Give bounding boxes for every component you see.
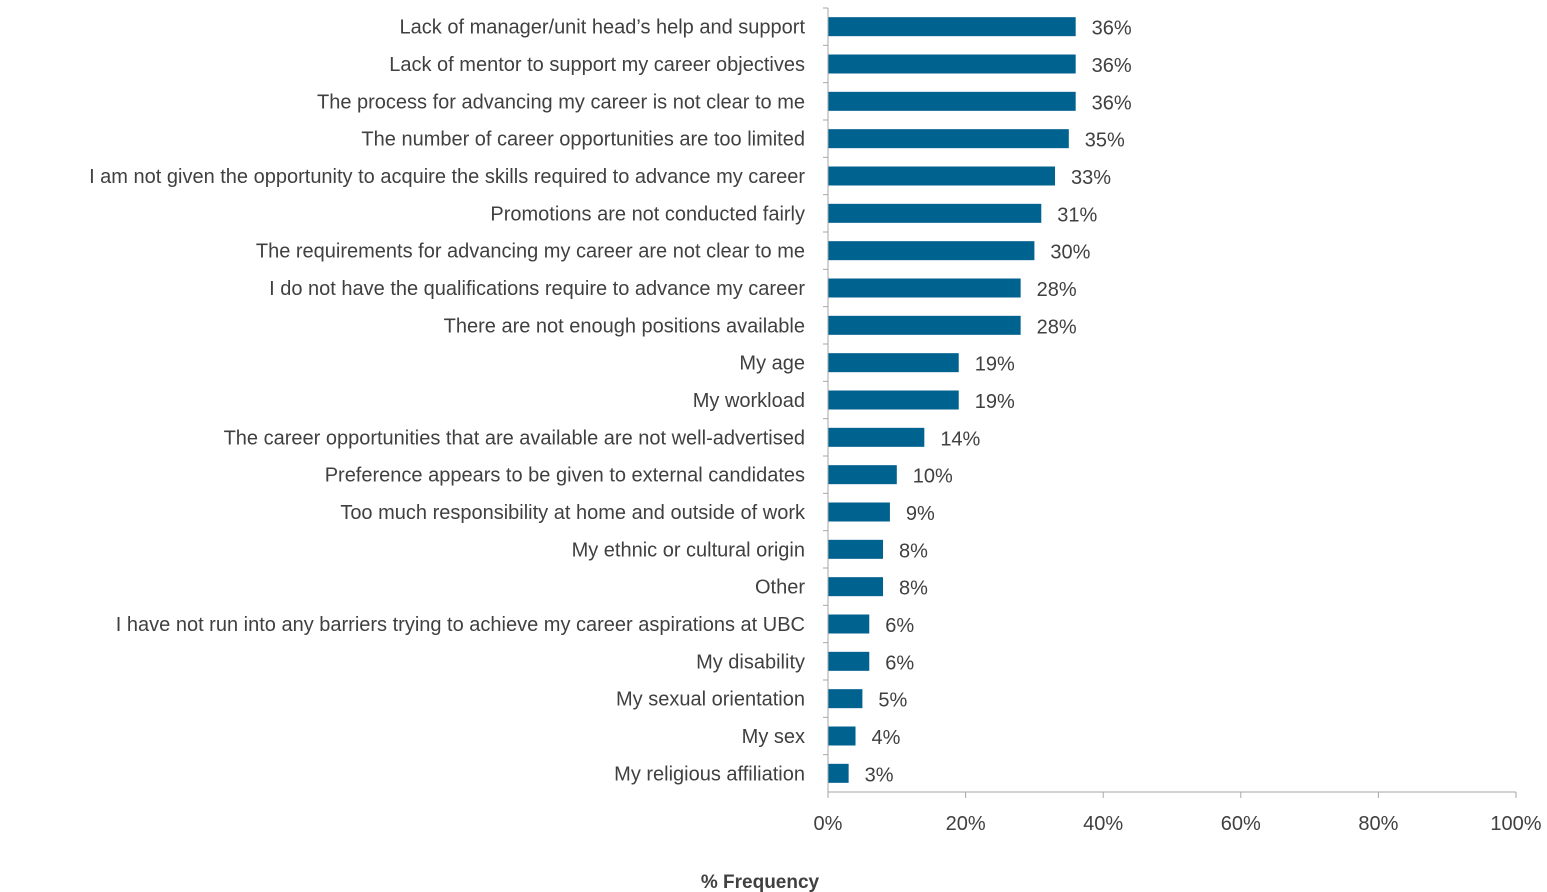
- x-tick-label: 20%: [946, 813, 986, 835]
- category-label: My ethnic or cultural origin: [572, 539, 805, 561]
- bar: [828, 315, 1021, 335]
- value-label: 19%: [975, 391, 1015, 413]
- bar: [828, 54, 1076, 74]
- value-label: 36%: [1092, 92, 1132, 114]
- x-tick-label: 40%: [1083, 813, 1123, 835]
- bar: [828, 91, 1076, 111]
- category-label: My sex: [742, 726, 805, 748]
- value-label: 9%: [906, 503, 935, 525]
- category-label: Too much responsibility at home and outs…: [340, 502, 806, 524]
- x-tick-label: 100%: [1490, 813, 1541, 835]
- bar: [828, 726, 856, 746]
- value-label: 28%: [1037, 279, 1077, 301]
- value-label: 3%: [865, 764, 894, 786]
- value-label: 35%: [1085, 130, 1125, 152]
- value-label: 33%: [1071, 167, 1111, 189]
- bars-layer: [828, 17, 1076, 783]
- value-label: 31%: [1057, 204, 1097, 226]
- category-label: My age: [739, 353, 805, 375]
- bar: [828, 614, 870, 634]
- value-labels: 36% 36% 36% 35% 33% 31% 30% 28% 28% 19% 19% 14% 10% 9…: [865, 18, 1132, 787]
- category-label: My workload: [693, 390, 805, 412]
- bar: [828, 539, 884, 559]
- value-label: 4%: [872, 727, 901, 749]
- value-label: 5%: [878, 690, 907, 712]
- value-label: 8%: [899, 540, 928, 562]
- bar: [828, 502, 890, 522]
- bar: [828, 577, 884, 597]
- value-label: 8%: [899, 578, 928, 600]
- category-label: I am not given the opportunity to acquir…: [89, 166, 805, 188]
- value-label: 6%: [885, 615, 914, 637]
- value-label: 14%: [940, 428, 980, 450]
- category-label: Other: [755, 577, 805, 599]
- bar: [828, 241, 1035, 261]
- category-label: The requirements for advancing my career…: [256, 241, 805, 263]
- x-tick-label: 60%: [1221, 813, 1261, 835]
- value-label: 6%: [885, 652, 914, 674]
- category-label: Lack of manager/unit head’s help and sup…: [400, 17, 806, 39]
- value-label: 28%: [1037, 316, 1077, 338]
- bar: [828, 203, 1042, 223]
- category-label: My religious affiliation: [614, 763, 805, 785]
- bar: [828, 427, 925, 447]
- category-label: I have not run into any barriers trying …: [116, 614, 805, 636]
- bar: [828, 278, 1021, 298]
- bar: [828, 129, 1069, 149]
- category-label: The number of career opportunities are t…: [361, 129, 805, 151]
- x-axis-title: % Frequency: [701, 872, 820, 892]
- x-tick-label: 80%: [1358, 813, 1398, 835]
- category-label: Promotions are not conducted fairly: [490, 203, 805, 225]
- category-label: Lack of mentor to support my career obje…: [389, 54, 805, 76]
- value-label: 19%: [975, 354, 1015, 376]
- category-label: The career opportunities that are availa…: [224, 427, 805, 449]
- value-label: 36%: [1092, 18, 1132, 40]
- category-label: I do not have the qualifications require…: [269, 278, 805, 300]
- category-labels: Lack of manager/unit head’s help and sup…: [89, 17, 806, 786]
- x-axis: 0% 20% 40% 60% 80% 100%: [814, 7, 1542, 835]
- bar: [828, 166, 1056, 186]
- value-label: 30%: [1050, 242, 1090, 264]
- category-label: The process for advancing my career is n…: [317, 91, 805, 113]
- bar: [828, 763, 849, 783]
- category-label: Preference appears to be given to extern…: [325, 465, 805, 487]
- x-tick-label: 0%: [814, 813, 843, 835]
- bar: [828, 353, 959, 373]
- value-label: 36%: [1092, 55, 1132, 77]
- category-label: My disability: [696, 651, 805, 673]
- bar: [828, 689, 863, 709]
- value-label: 10%: [913, 466, 953, 488]
- category-label: My sexual orientation: [616, 689, 805, 711]
- category-label: There are not enough positions available: [444, 315, 805, 337]
- bar: [828, 17, 1076, 37]
- bar: [828, 465, 897, 485]
- bar: [828, 651, 870, 671]
- bar: [828, 390, 959, 410]
